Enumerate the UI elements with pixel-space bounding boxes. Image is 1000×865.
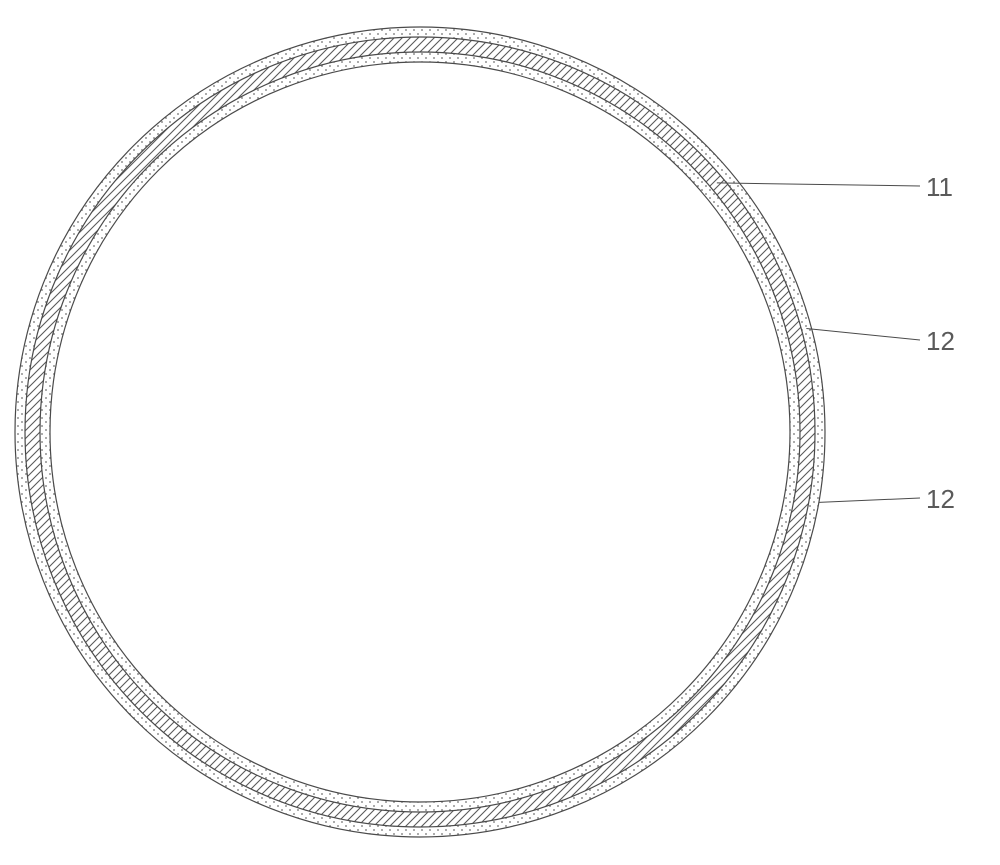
- callout-label-12-lower: 12: [926, 484, 955, 515]
- callout-label-11: 11: [926, 172, 953, 203]
- ring-cross-section-diagram: [0, 0, 1000, 865]
- callout-label-12-upper: 12: [926, 326, 955, 357]
